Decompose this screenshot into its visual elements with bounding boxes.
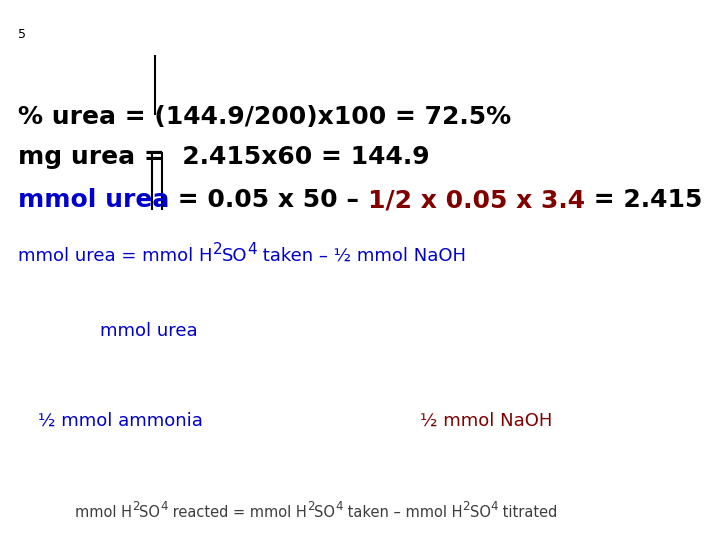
Text: mmol urea = mmol H: mmol urea = mmol H [18, 247, 212, 265]
Text: 2: 2 [212, 242, 222, 257]
Text: taken – ½ mmol NaOH: taken – ½ mmol NaOH [257, 247, 467, 265]
Text: 2: 2 [307, 500, 314, 513]
Text: % urea = (144.9/200)x100 = 72.5%: % urea = (144.9/200)x100 = 72.5% [18, 105, 511, 129]
Text: mmol urea: mmol urea [18, 188, 169, 212]
Text: mg urea =  2.415x60 = 144.9: mg urea = 2.415x60 = 144.9 [18, 145, 430, 169]
Text: 4: 4 [161, 500, 168, 513]
Text: 4: 4 [248, 242, 257, 257]
Text: 1/2 x 0.05 x 3.4: 1/2 x 0.05 x 3.4 [368, 188, 585, 212]
Text: SO: SO [314, 505, 336, 520]
Text: SO: SO [222, 247, 248, 265]
Text: = 0.05 x 50 –: = 0.05 x 50 – [169, 188, 368, 212]
Text: SO: SO [140, 505, 161, 520]
Text: mmol urea: mmol urea [100, 322, 197, 340]
Text: 2: 2 [462, 500, 469, 513]
Text: reacted = mmol H: reacted = mmol H [168, 505, 307, 520]
Text: mmol H: mmol H [75, 505, 132, 520]
Text: 4: 4 [336, 500, 343, 513]
Text: 4: 4 [491, 500, 498, 513]
Text: = 2.415: = 2.415 [585, 188, 703, 212]
Text: ½ mmol NaOH: ½ mmol NaOH [420, 412, 552, 430]
Text: SO: SO [469, 505, 491, 520]
Text: titrated: titrated [498, 505, 557, 520]
Text: 5: 5 [18, 28, 26, 41]
Text: 2: 2 [132, 500, 140, 513]
Text: ½ mmol ammonia: ½ mmol ammonia [38, 412, 203, 430]
Text: taken – mmol H: taken – mmol H [343, 505, 462, 520]
